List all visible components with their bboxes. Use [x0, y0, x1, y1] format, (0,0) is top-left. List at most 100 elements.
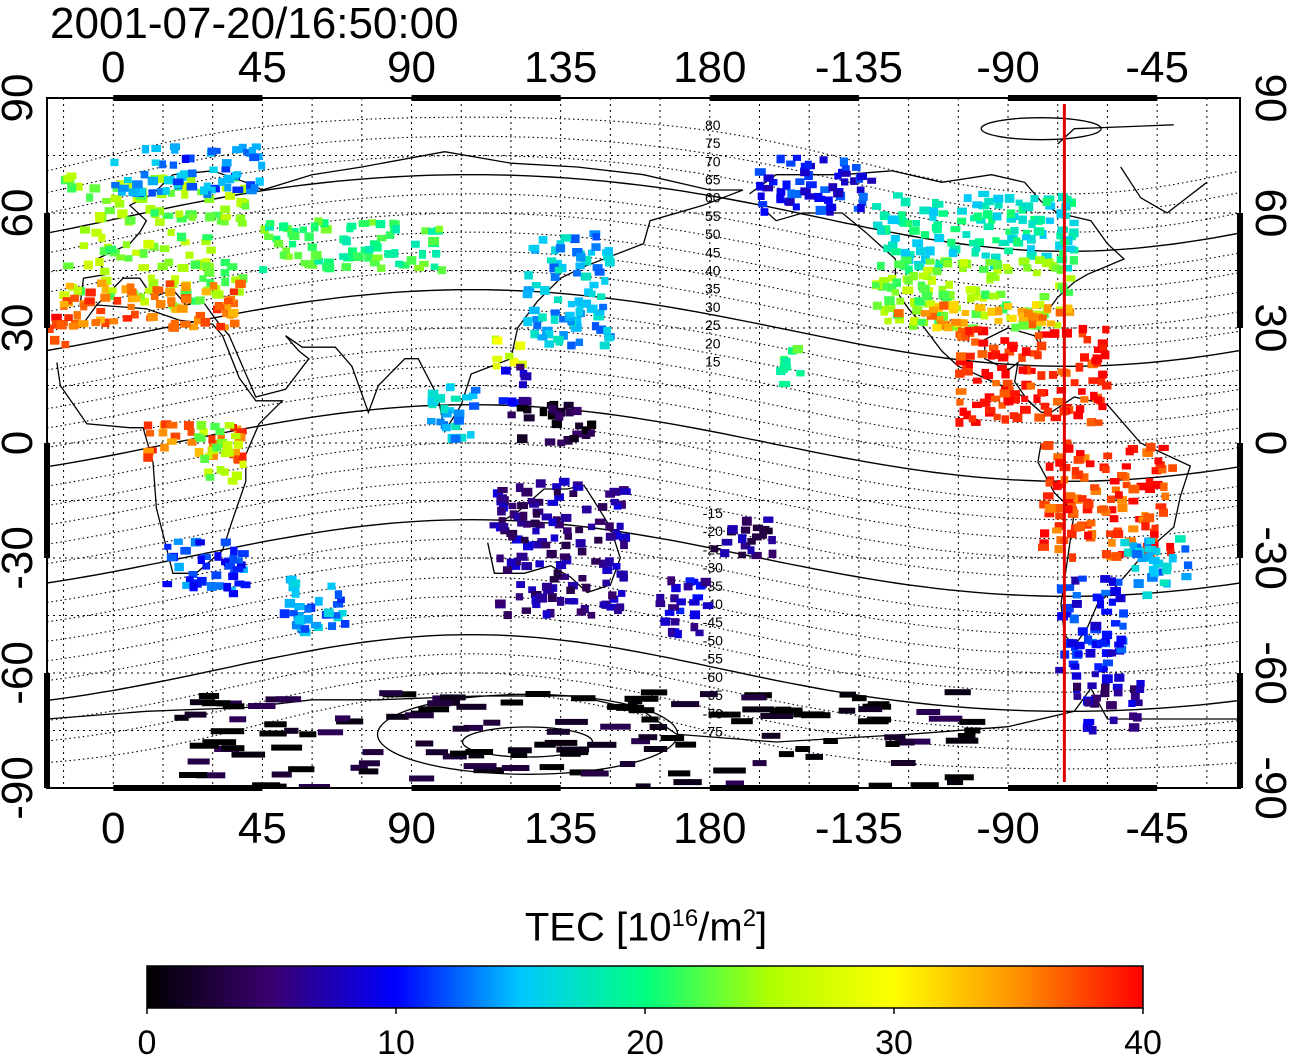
tec-point	[1002, 263, 1011, 270]
tec-point	[483, 719, 501, 726]
tec-point	[826, 203, 837, 212]
tec-point	[221, 559, 232, 566]
tec-point	[1116, 496, 1128, 504]
tec-point	[1043, 407, 1053, 417]
tec-point	[238, 143, 247, 153]
tec-point	[288, 766, 315, 773]
tec-point	[957, 733, 976, 739]
tec-point	[608, 591, 617, 600]
tec-point	[1053, 453, 1064, 461]
tec-point	[527, 498, 536, 505]
tec-point	[1091, 694, 1101, 702]
tec-point	[914, 297, 925, 306]
tec-point	[1018, 353, 1026, 362]
tec-point	[364, 253, 373, 262]
tec-point	[1090, 484, 1100, 491]
map-title: 2001-07-20/16:50:00	[50, 0, 459, 48]
tec-point	[856, 186, 865, 194]
tec-point	[1150, 530, 1159, 538]
tec-point	[589, 281, 599, 289]
tec-point	[599, 303, 608, 311]
tec-point	[993, 194, 1004, 203]
contour-line	[47, 346, 1240, 425]
tec-point	[201, 262, 211, 270]
tec-point	[1018, 257, 1030, 265]
tec-point	[436, 418, 445, 426]
tec-point	[317, 729, 344, 736]
tec-point	[858, 198, 867, 206]
tec-point	[617, 590, 626, 597]
tec-point	[391, 249, 399, 258]
tec-point	[367, 219, 377, 226]
left-tick-label: 0	[0, 431, 42, 455]
tec-point	[1109, 515, 1119, 523]
tec-point	[1096, 639, 1107, 647]
frame-segment	[1237, 213, 1243, 328]
tec-point	[406, 256, 417, 265]
tec-point	[1128, 484, 1140, 494]
tec-point	[1107, 649, 1116, 657]
tec-point	[64, 314, 73, 322]
tec-point	[492, 489, 504, 498]
tec-point	[505, 352, 514, 360]
tec-point	[180, 289, 192, 297]
tec-point	[109, 287, 117, 294]
tec-point	[1069, 219, 1079, 227]
tec-point	[288, 240, 297, 248]
tec-point	[1020, 405, 1031, 414]
tec-point	[929, 212, 937, 221]
top-tick-label: 0	[101, 43, 125, 92]
tec-point	[348, 247, 357, 256]
contour-line	[47, 308, 1240, 387]
right-tick-label: -90	[1246, 756, 1292, 820]
tec-point	[938, 210, 949, 217]
tec-point	[768, 536, 776, 545]
tec-point	[177, 263, 189, 272]
tec-point	[528, 586, 537, 594]
tec-point	[775, 706, 792, 713]
tec-point	[150, 293, 159, 300]
tec-point	[78, 320, 89, 328]
tec-point	[221, 277, 230, 287]
tec-point	[740, 526, 751, 534]
tec-point	[850, 177, 858, 185]
tec-point	[1111, 620, 1121, 627]
tec-point	[110, 158, 119, 167]
tec-point	[186, 182, 198, 191]
tec-point	[201, 238, 211, 246]
tec-point	[1133, 713, 1142, 722]
tec-point	[968, 415, 977, 423]
colorbar-label-mid: /m	[698, 905, 743, 950]
contour-label: 15	[705, 354, 721, 370]
tec-point	[560, 234, 572, 242]
tec-point	[230, 299, 238, 308]
tec-point	[453, 409, 465, 419]
tec-point	[1087, 682, 1097, 690]
tec-point	[550, 315, 559, 324]
tec-point	[805, 753, 823, 760]
tec-point	[1063, 439, 1072, 448]
tec-point	[67, 179, 75, 187]
tec-point	[980, 311, 989, 320]
axis-ticks: 0 45 90 135 180 -135 -90 -45 0 45 90 135 180 -135 -90 -…	[0, 43, 1292, 853]
tec-point	[1086, 418, 1095, 427]
tec-point	[851, 164, 861, 171]
tec-point	[605, 532, 616, 541]
tec-point	[334, 590, 343, 599]
tec-point	[1038, 314, 1047, 321]
tec-point	[1053, 397, 1064, 406]
tec-point	[793, 711, 825, 718]
tec-point	[1101, 649, 1113, 657]
tec-point	[1083, 336, 1092, 344]
colorbar-tick-label: 0	[138, 1024, 157, 1057]
tec-point	[1043, 492, 1054, 500]
tec-point	[531, 595, 539, 605]
tec-point	[463, 763, 497, 770]
tec-point	[206, 582, 217, 591]
tec-point	[532, 315, 543, 323]
tec-point	[213, 211, 223, 218]
tec-point	[1085, 460, 1095, 468]
tec-point	[127, 288, 137, 296]
tec-point	[539, 764, 565, 771]
tec-point	[358, 760, 380, 767]
